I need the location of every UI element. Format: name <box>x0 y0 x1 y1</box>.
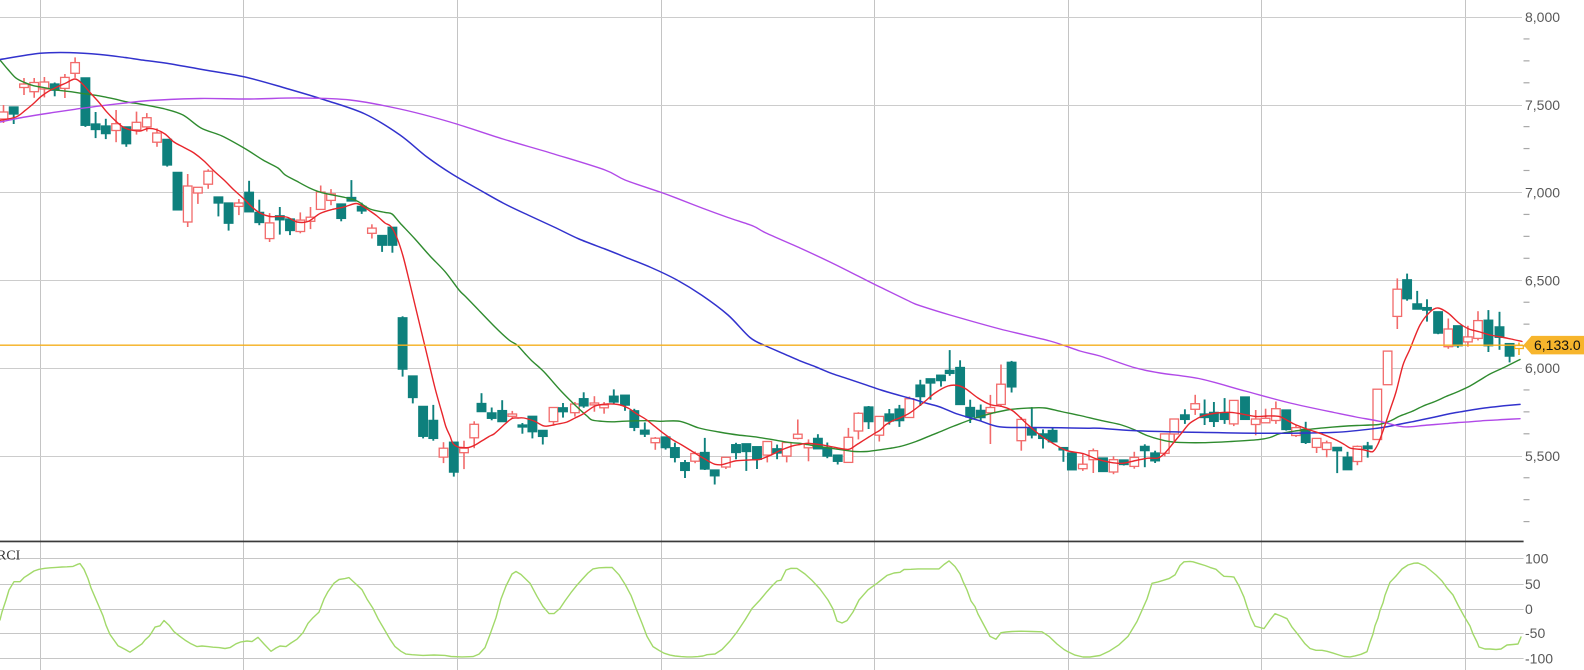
svg-text:7,500: 7,500 <box>1525 97 1560 113</box>
svg-text:6,133.0: 6,133.0 <box>1534 337 1581 353</box>
svg-text:7,000: 7,000 <box>1525 185 1560 201</box>
svg-text:8,000: 8,000 <box>1525 9 1560 25</box>
svg-text:RCI: RCI <box>0 549 21 564</box>
svg-text:100: 100 <box>1525 551 1549 567</box>
svg-text:6,000: 6,000 <box>1525 360 1560 376</box>
svg-text:5,500: 5,500 <box>1525 448 1560 464</box>
svg-text:0: 0 <box>1525 601 1533 617</box>
svg-text:-50: -50 <box>1525 625 1545 641</box>
svg-text:50: 50 <box>1525 576 1541 592</box>
svg-text:6,500: 6,500 <box>1525 273 1560 289</box>
svg-text:-100: -100 <box>1525 651 1553 667</box>
